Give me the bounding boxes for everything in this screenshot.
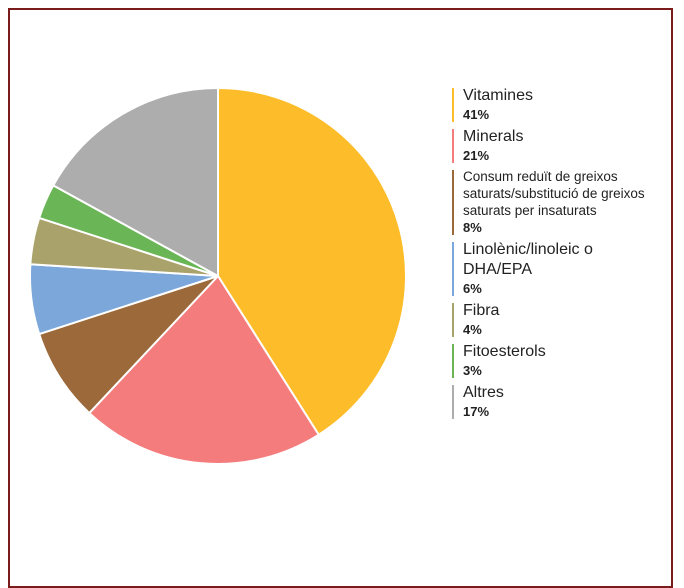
legend-value-fitoesterols: 3% [463, 363, 482, 378]
legend-swatch-greixos [452, 170, 454, 235]
pie-slice-greixos [38, 275, 219, 415]
legend-item-altres: Altres 17% [452, 383, 677, 420]
legend-value-greixos: 8% [463, 220, 482, 235]
legend-value-fibra: 4% [463, 322, 482, 337]
legend-swatch-fitoesterols [452, 344, 454, 378]
pie-slice-altres [52, 87, 219, 277]
legend-label-altres: Altres [463, 384, 504, 401]
legend-label-vitamines: Vitamines [463, 87, 533, 104]
legend-label-fitoesterols: Fitoesterols [463, 343, 546, 360]
pie-chart [29, 87, 407, 465]
legend-item-vitamines: Vitamines 41% [452, 86, 677, 123]
legend-swatch-linolenic [452, 242, 454, 296]
legend-label-linolenic: Linolènic/linoleic o DHA/EPA [463, 241, 593, 278]
legend-swatch-altres [452, 385, 454, 419]
legend-item-minerals: Minerals 21% [452, 127, 677, 164]
legend-swatch-vitamines [452, 88, 454, 122]
legend-value-vitamines: 41% [463, 107, 490, 122]
legend-label-fibra: Fibra [463, 302, 500, 319]
legend-value-minerals: 21% [463, 148, 490, 163]
legend-swatch-minerals [452, 129, 454, 163]
legend-value-linolenic: 6% [463, 281, 482, 296]
legend-item-linolenic: Linolènic/linoleic o DHA/EPA 6% [452, 240, 677, 297]
legend-swatch-fibra [452, 303, 454, 337]
pie-slices [29, 87, 407, 465]
legend-item-fitoesterols: Fitoesterols 3% [452, 342, 677, 379]
pie-slice-vitamines [217, 87, 407, 436]
legend-item-fibra: Fibra 4% [452, 301, 677, 338]
pie-slice-minerals [88, 275, 320, 465]
legend-label-minerals: Minerals [463, 128, 524, 145]
legend-label-greixos: Consum reduït de greixos saturats/substi… [463, 169, 645, 218]
legend-item-greixos: Consum reduït de greixos saturats/substi… [452, 168, 677, 236]
legend-value-altres: 17% [463, 404, 490, 419]
legend: Vitamines 41% Minerals 21% Consum reduït… [452, 86, 677, 424]
